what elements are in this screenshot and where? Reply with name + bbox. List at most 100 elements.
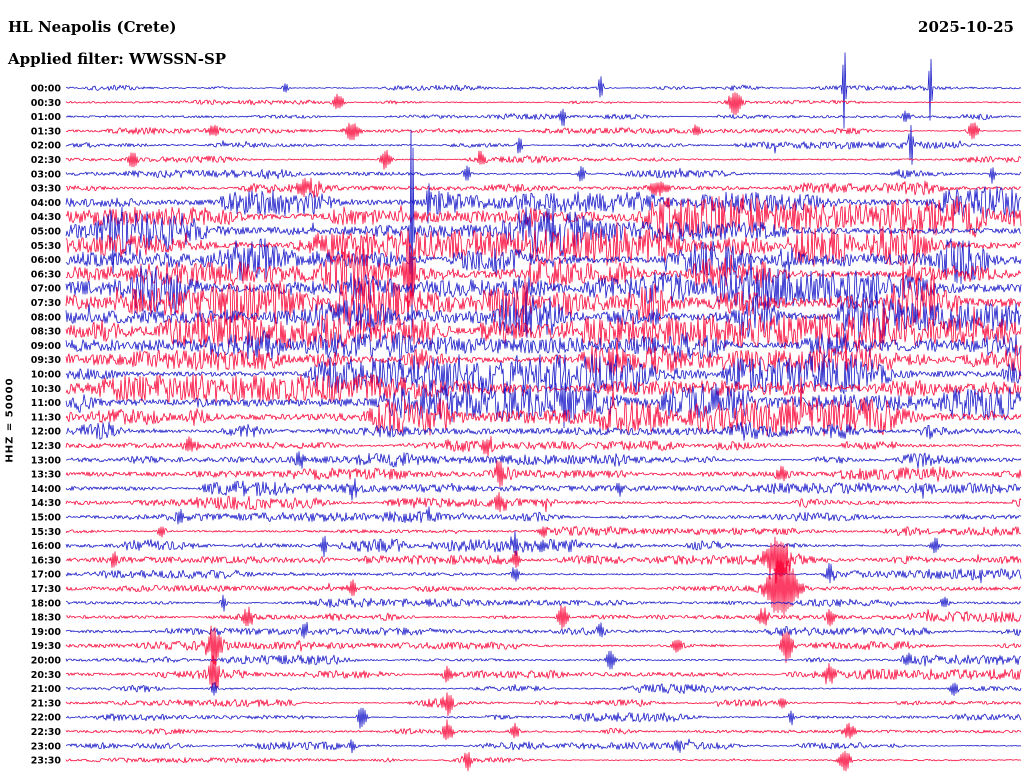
channel-scale-label: HHZ = 50000 [4, 377, 16, 463]
time-label-0030: 00:30 [31, 98, 62, 109]
trace-row-0830 [65, 306, 1022, 370]
trace-row-0600 [65, 238, 1022, 285]
time-label-0830: 08:30 [31, 327, 62, 338]
trace-row-0500 [65, 129, 1022, 342]
trace-row-1930 [65, 625, 1022, 666]
trace-row-0330 [65, 177, 1022, 198]
time-label-1400: 14:00 [31, 484, 62, 495]
time-label-1030: 10:30 [31, 384, 62, 395]
time-label-0200: 02:00 [31, 141, 62, 152]
time-label-0600: 06:00 [31, 255, 62, 266]
time-label-0230: 02:30 [31, 155, 62, 166]
trace-row-0800 [65, 290, 1022, 343]
trace-row-1700 [65, 563, 1022, 584]
time-label-2300: 23:00 [31, 741, 62, 752]
trace-row-1030 [65, 374, 1022, 403]
trace-row-1000 [65, 353, 1022, 395]
time-label-1900: 19:00 [31, 627, 62, 638]
trace-row-1900 [65, 621, 1022, 639]
time-label-1930: 19:30 [31, 641, 62, 652]
time-label-1830: 18:30 [31, 613, 62, 624]
trace-row-1600 [65, 530, 1022, 558]
trace-row-1200 [65, 421, 1022, 441]
time-label-0130: 01:30 [31, 126, 62, 137]
trace-row-2100 [65, 682, 1022, 696]
trace-row-2130 [65, 692, 1022, 717]
time-label-1530: 15:30 [31, 527, 62, 538]
trace-row-1130 [65, 376, 1022, 437]
applied-filter-label: Applied filter: WWSSN-SP [8, 50, 227, 68]
trace-row-0900 [65, 330, 1022, 365]
time-label-0400: 04:00 [31, 198, 62, 209]
time-label-1130: 11:30 [31, 412, 62, 423]
time-label-0900: 09:00 [31, 341, 62, 352]
trace-row-0030 [65, 92, 1022, 116]
time-label-0800: 08:00 [31, 312, 62, 323]
trace-row-0230 [65, 149, 1022, 170]
time-label-0000: 00:00 [31, 84, 62, 95]
trace-row-2300 [65, 738, 1022, 754]
time-label-2230: 22:30 [31, 727, 62, 738]
time-label-1300: 13:00 [31, 455, 62, 466]
trace-row-1530 [65, 525, 1022, 538]
trace-row-0400 [65, 183, 1022, 224]
trace-row-2000 [65, 650, 1022, 670]
trace-row-1230 [65, 436, 1022, 457]
time-label-1000: 10:00 [31, 370, 62, 381]
time-label-2200: 22:00 [31, 713, 62, 724]
trace-row-1630 [65, 536, 1022, 584]
trace-row-0700 [65, 253, 1022, 314]
time-label-2100: 21:00 [31, 684, 62, 695]
trace-row-0530 [65, 221, 1022, 267]
trace-row-1500 [65, 506, 1022, 525]
trace-row-2200 [65, 707, 1022, 729]
time-label-0330: 03:30 [31, 184, 62, 195]
trace-row-0100 [65, 108, 1022, 127]
trace-row-0130 [65, 122, 1022, 141]
trace-row-1730 [65, 555, 1022, 616]
trace-row-1100 [65, 382, 1022, 429]
time-label-1800: 18:00 [31, 598, 62, 609]
trace-row-0300 [65, 165, 1022, 184]
time-label-2130: 21:30 [31, 698, 62, 709]
trace-row-0630 [65, 244, 1022, 310]
station-title: HL Neapolis (Crete) [8, 18, 177, 36]
time-label-0430: 04:30 [31, 212, 62, 223]
time-label-1730: 17:30 [31, 584, 62, 595]
time-label-2030: 20:30 [31, 670, 62, 681]
trace-row-2330 [65, 750, 1022, 772]
time-label-0300: 03:00 [31, 169, 62, 180]
trace-row-1300 [66, 451, 1022, 469]
time-label-1600: 16:00 [31, 541, 62, 552]
time-label-0700: 07:00 [31, 284, 62, 295]
trace-row-0200 [65, 125, 1022, 165]
time-label-0530: 05:30 [31, 241, 62, 252]
time-label-0100: 01:00 [31, 112, 62, 123]
trace-row-1330 [65, 460, 1022, 488]
time-label-1230: 12:30 [31, 441, 62, 452]
trace-row-0000 [66, 52, 1022, 129]
time-label-0730: 07:30 [31, 298, 62, 309]
time-label-0930: 09:30 [31, 355, 62, 366]
trace-row-0930 [65, 337, 1022, 380]
record-date: 2025-10-25 [918, 18, 1014, 36]
trace-row-2030 [65, 655, 1022, 693]
time-label-1100: 11:00 [31, 398, 62, 409]
time-label-1630: 16:30 [31, 555, 62, 566]
time-label-0630: 06:30 [31, 269, 62, 280]
time-label-1700: 17:00 [31, 570, 62, 581]
time-label-1330: 13:30 [31, 470, 62, 481]
time-label-0500: 05:00 [31, 227, 62, 238]
trace-row-1400 [65, 478, 1022, 501]
trace-row-2230 [65, 719, 1022, 741]
time-label-2000: 20:00 [31, 656, 62, 667]
trace-row-1830 [65, 605, 1022, 629]
time-label-1200: 12:00 [31, 427, 62, 438]
trace-row-1800 [65, 594, 1022, 612]
time-label-1430: 14:30 [31, 498, 62, 509]
trace-row-1430 [65, 492, 1022, 513]
time-label-1500: 15:00 [31, 513, 62, 524]
time-label-2330: 23:30 [31, 756, 62, 767]
